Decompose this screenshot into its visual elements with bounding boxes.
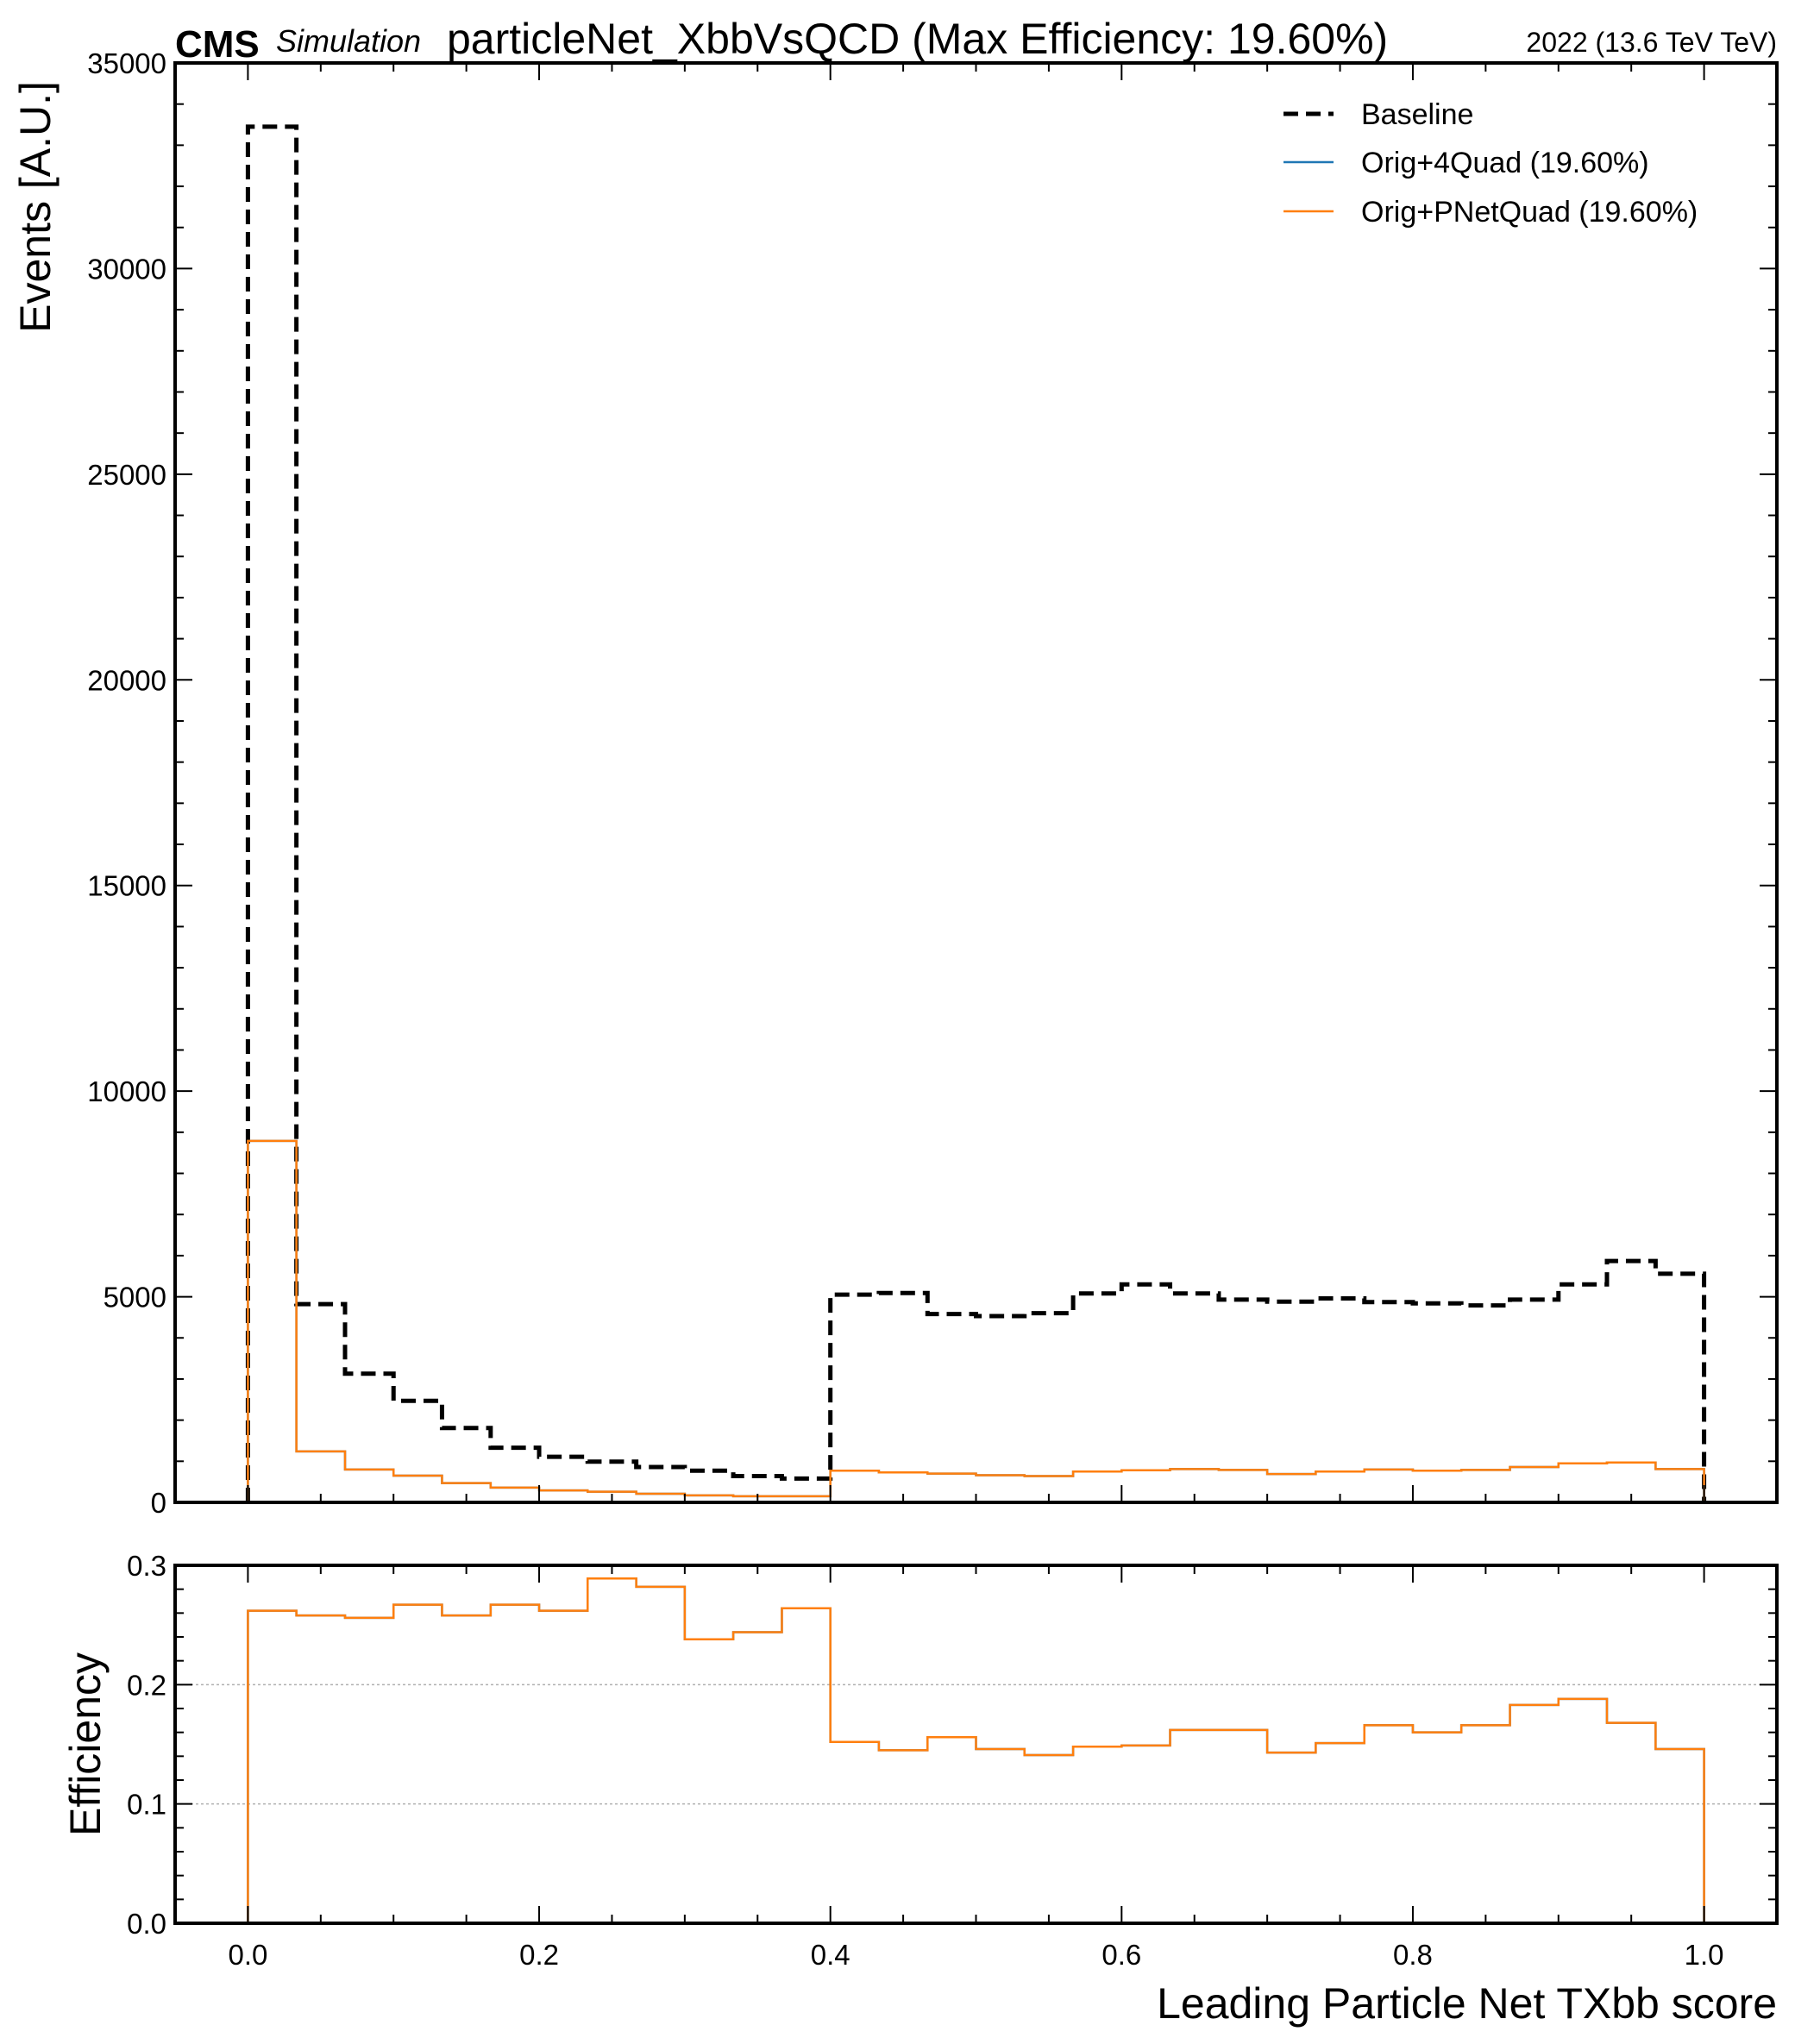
ratio-series-layer bbox=[247, 1577, 1705, 1923]
chart-title: particleNet_XbbVsQCD (Max Efficiency: 19… bbox=[447, 15, 1388, 63]
y-tick-label: 0.0 bbox=[127, 1908, 166, 1940]
series-baseline-line bbox=[245, 124, 1707, 1502]
x-tick-label: 0.2 bbox=[519, 1939, 559, 1971]
y-tick-label: 35000 bbox=[87, 47, 166, 79]
y-tick-label: 15000 bbox=[87, 870, 166, 902]
x-tick-label: 0.0 bbox=[228, 1939, 267, 1971]
lumi-label: 2022 (13.6 TeV TeV) bbox=[1526, 27, 1777, 58]
ratio-panel: 0.0 0.2 0.4 0.6 0.8 1.0 0.0 0.1 0.2 0.3 Efficienc… bbox=[61, 1550, 1779, 2028]
x-tick-label: 0.8 bbox=[1393, 1939, 1433, 1971]
ratio-ticks-layer: 0.0 0.2 0.4 0.6 0.8 1.0 0.0 0.1 0.2 0.3 bbox=[127, 1550, 1778, 1971]
y-tick-label: 25000 bbox=[87, 459, 166, 491]
y-tick-label: 30000 bbox=[87, 253, 166, 285]
legend-label-baseline: Baseline bbox=[1361, 98, 1473, 131]
x-tick-label: 0.4 bbox=[811, 1939, 850, 1971]
legend-label-orig-pnetquad: Orig+PNetQuad (19.60%) bbox=[1361, 196, 1698, 229]
y-tick-label: 5000 bbox=[104, 1282, 166, 1314]
series-orig-pnetquad-19-60-line bbox=[247, 1577, 1705, 1923]
legend-label-orig-4quad: Orig+4Quad (19.60%) bbox=[1361, 147, 1649, 179]
experiment-sublabel: Simulation bbox=[276, 23, 421, 59]
y-tick-label: 0.3 bbox=[127, 1550, 166, 1582]
x-axis-title: Leading Particle Net TXbb score bbox=[1157, 1979, 1777, 2028]
y-tick-label: 0.2 bbox=[127, 1669, 166, 1701]
main-series-layer bbox=[245, 124, 1707, 1502]
y-tick-label: 20000 bbox=[87, 664, 166, 696]
main-plot-frame bbox=[173, 61, 1779, 1504]
y-tick-label: 0.1 bbox=[127, 1789, 166, 1821]
legend: Baseline Orig+4Quad (19.60%) Orig+PNetQu… bbox=[1283, 98, 1698, 229]
experiment-label: CMS bbox=[175, 23, 260, 66]
series-orig-pnetquad-19-60-line bbox=[247, 1139, 1705, 1502]
x-tick-label: 0.6 bbox=[1101, 1939, 1141, 1971]
y-tick-label: 10000 bbox=[87, 1075, 166, 1107]
y-tick-label: 0 bbox=[151, 1487, 166, 1519]
ratio-y-axis-title: Efficiency bbox=[61, 1652, 110, 1836]
x-tick-label: 1.0 bbox=[1685, 1939, 1724, 1971]
main-panel: 0 5000 10000 15000 20000 25000 30000 35000 Even… bbox=[11, 47, 1779, 1519]
main-y-axis-title: Events [A.U.] bbox=[11, 81, 60, 333]
ratio-plot-frame bbox=[173, 1564, 1779, 1925]
